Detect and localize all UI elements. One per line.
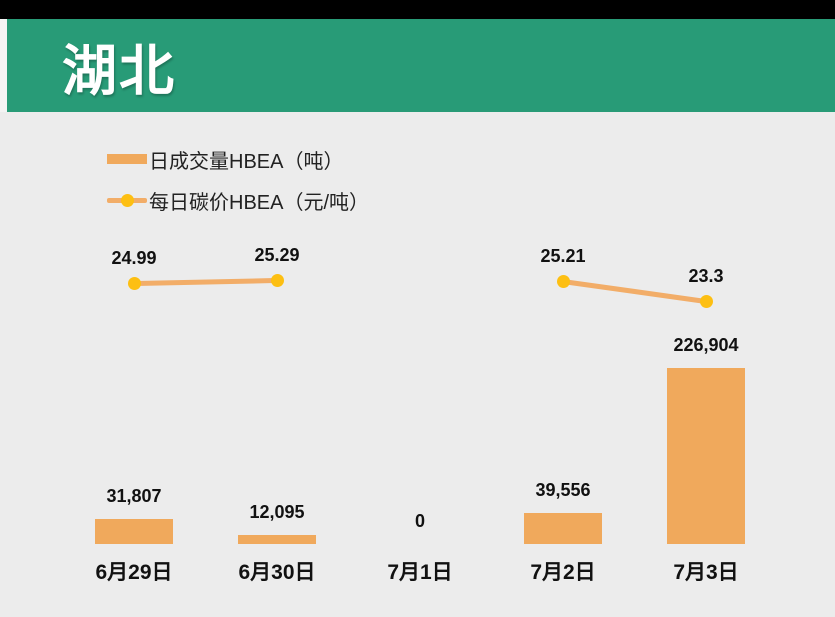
volume-bar-1	[238, 535, 316, 544]
left-gutter	[0, 19, 7, 112]
volume-bar-0	[95, 519, 173, 544]
price-swatch-icon	[107, 193, 147, 207]
volume-value-label-1: 12,095	[249, 502, 305, 522]
price-swatch-marker-icon	[121, 194, 134, 207]
volume-bar-4	[667, 368, 745, 544]
chart-legend: 日成交量HBEA（吨） 每日碳价HBEA（元/吨）	[107, 145, 369, 227]
page-title: 湖北	[62, 39, 177, 102]
legend-item-price: 每日碳价HBEA（元/吨）	[107, 186, 369, 214]
volume-value-label-0: 31,807	[106, 486, 162, 506]
region-title-banner: 湖北	[7, 19, 835, 112]
x-axis-label-0: 6月29日	[95, 561, 173, 584]
legend-item-volume: 日成交量HBEA（吨）	[107, 145, 369, 173]
x-axis-label-4: 7月3日	[673, 561, 739, 584]
price-marker-4	[699, 294, 713, 308]
legend-volume-label: 日成交量HBEA（吨）	[149, 150, 344, 173]
x-axis-label-2: 7月1日	[387, 561, 453, 584]
volume-value-label-3: 39,556	[535, 480, 591, 500]
volume-bar-3	[524, 513, 602, 544]
price-value-label-0: 24.99	[111, 248, 157, 268]
volume-swatch-icon	[107, 154, 147, 164]
top-black-bar	[0, 0, 835, 19]
x-axis-label-3: 7月2日	[530, 561, 596, 584]
x-axis-label-1: 6月30日	[238, 561, 316, 584]
price-marker-3	[556, 274, 570, 288]
price-value-label-3: 25.21	[540, 246, 586, 266]
legend-price-label: 每日碳价HBEA（元/吨）	[149, 191, 370, 214]
volume-value-label-2: 0	[414, 511, 425, 531]
volume-value-label-4: 226,904	[673, 335, 739, 355]
price-marker-0	[127, 276, 141, 290]
price-line-segment-0	[133, 277, 278, 286]
price-marker-1	[270, 273, 284, 287]
price-value-label-1: 25.29	[254, 245, 300, 265]
price-value-label-4: 23.3	[688, 266, 724, 286]
